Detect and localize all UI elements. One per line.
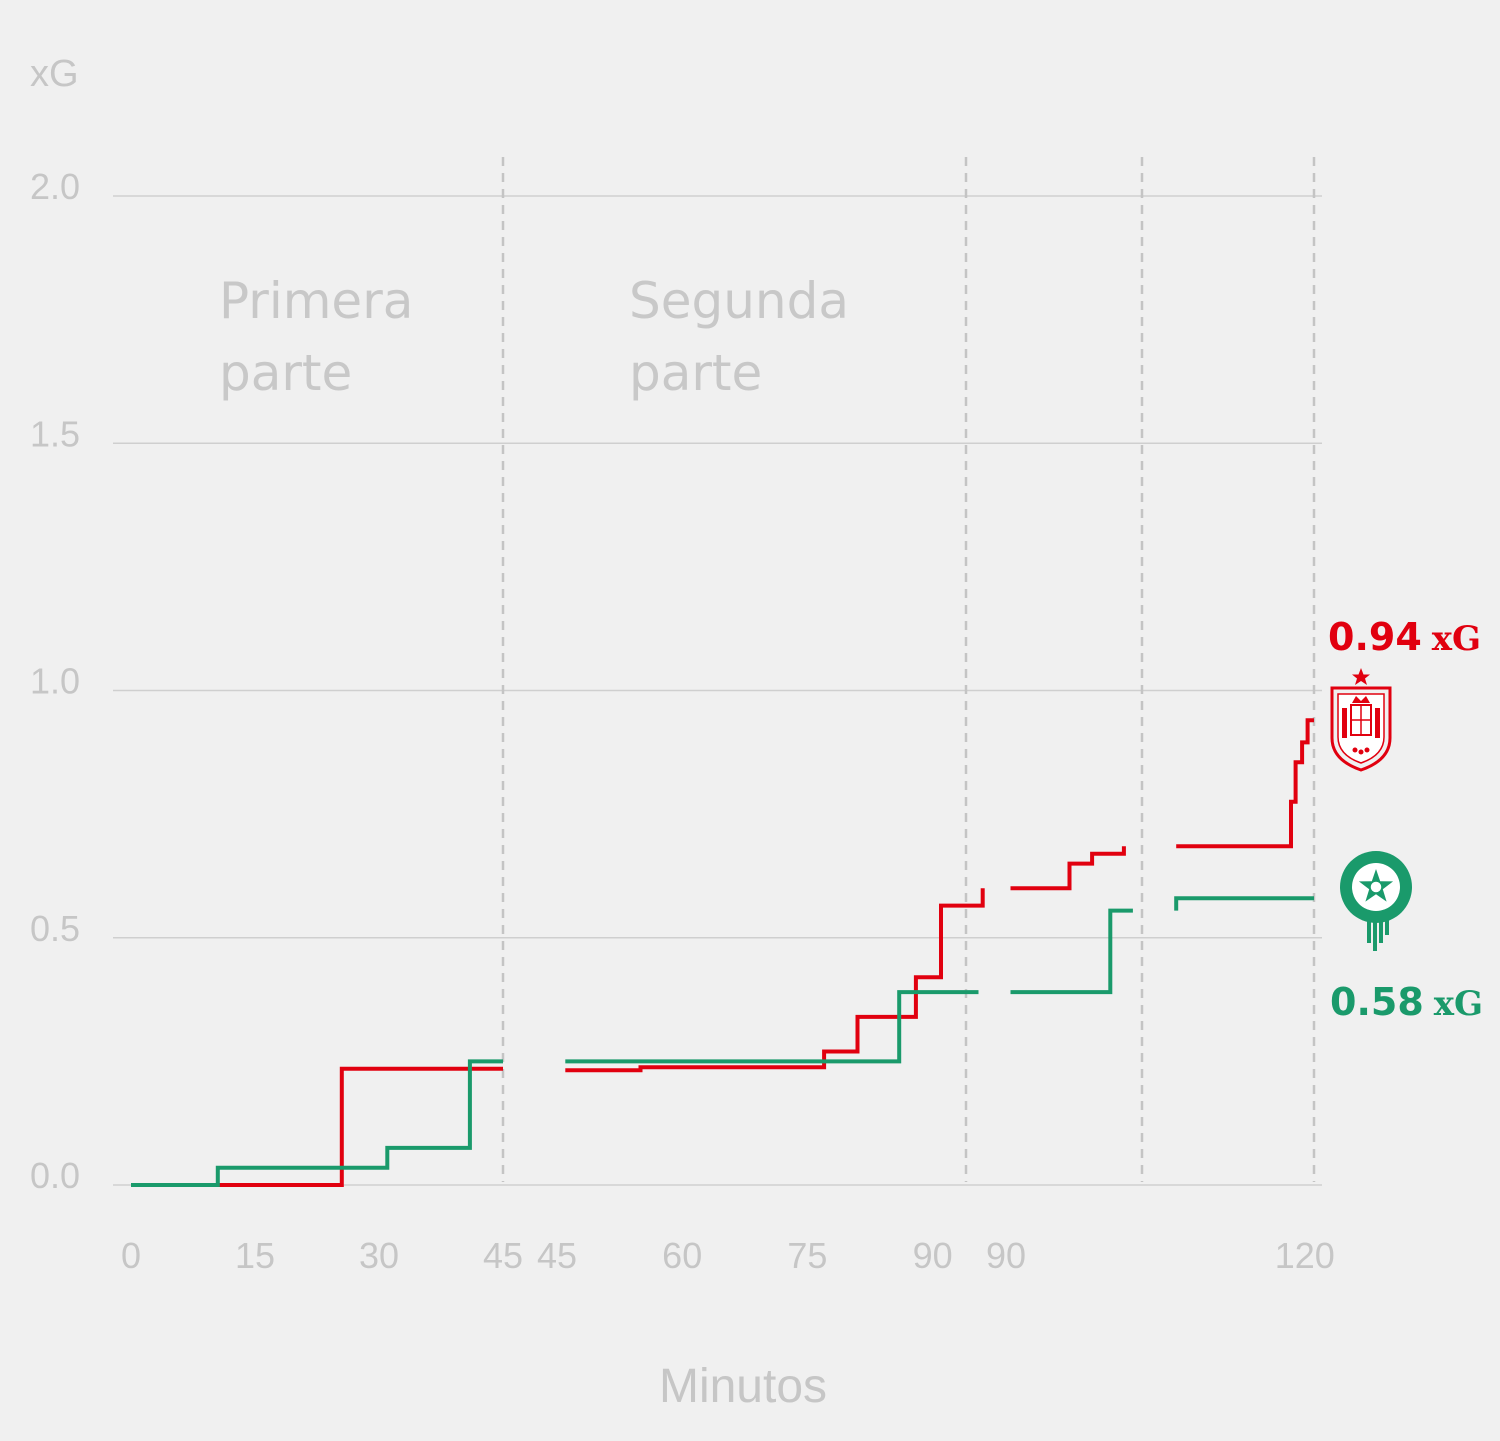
x-tick-label: 30 — [359, 1235, 399, 1276]
crest-shield-outer — [1330, 686, 1392, 772]
crest-pillar-right — [1375, 708, 1380, 738]
period-labels: Primera parte Segunda parte — [219, 272, 849, 402]
x-tick-label: 15 — [235, 1235, 275, 1276]
x-tick-label: 60 — [662, 1235, 702, 1276]
x-tick-label: 120 — [1275, 1235, 1335, 1276]
crest-stripe-1 — [1367, 917, 1371, 943]
y-tick-label: 1.0 — [30, 661, 80, 702]
morocco-xg-line — [565, 990, 979, 1064]
y-tick-label: 1.5 — [30, 413, 80, 454]
period-label-line: Segunda — [629, 272, 849, 330]
crest-dot-right — [1364, 747, 1370, 753]
morocco-final-xg-unit: xG — [1434, 984, 1483, 1024]
x-tick-label: 45 — [537, 1235, 577, 1276]
period-label-line: Primera — [219, 272, 413, 330]
x-tick-label: 90 — [913, 1235, 953, 1276]
crest-stripe-3 — [1379, 917, 1383, 943]
x-axis-label: Minutos — [659, 1360, 827, 1413]
crest-dot-left — [1352, 747, 1358, 753]
morocco-xg-line — [1010, 908, 1133, 995]
y-axis-label: xG — [30, 53, 79, 95]
spain-crest-icon — [1330, 668, 1392, 772]
morocco-crest-icon — [1340, 851, 1412, 951]
spain-xg-line — [1010, 846, 1126, 891]
period-label-line: parte — [629, 344, 762, 402]
crest-stripe-4 — [1385, 917, 1389, 935]
x-tick-labels: 0 15 30 45 45 60 75 90 90 120 — [121, 1235, 1335, 1276]
crest-star — [1352, 668, 1370, 685]
crest-pillar-left — [1342, 708, 1347, 738]
spain-xg-line — [1176, 718, 1314, 849]
morocco-final-xg-value: 0.58 — [1330, 980, 1424, 1024]
morocco-final-xg-label: 0.58 xG — [1330, 980, 1483, 1024]
final-values: 0.94 xG0.58 xG — [1328, 615, 1483, 1024]
period-dividers — [501, 157, 1316, 1182]
axis-labels: xG Minutos — [30, 53, 827, 1413]
period-label-line: parte — [219, 344, 352, 402]
x-tick-label: 45 — [483, 1235, 523, 1276]
spain-xg-line — [217, 1066, 503, 1187]
crest-stripe-2 — [1373, 917, 1377, 951]
spain-final-xg-label: 0.94 xG — [1328, 615, 1481, 659]
period-label: Segunda parte — [629, 272, 849, 402]
series-lines — [131, 718, 1314, 1187]
y-tick-label: 2.0 — [30, 166, 80, 207]
crest-ball — [1369, 880, 1383, 894]
x-tick-label: 90 — [986, 1235, 1026, 1276]
y-tick-label: 0.0 — [30, 1155, 80, 1196]
x-tick-label: 75 — [787, 1235, 827, 1276]
crest-crown — [1352, 696, 1370, 703]
grid-lines — [113, 195, 1322, 1186]
x-tick-label: 0 — [121, 1235, 141, 1276]
morocco-xg-line — [131, 1059, 503, 1187]
spain-final-xg-unit: xG — [1432, 619, 1481, 659]
y-tick-labels: 0.0 0.5 1.0 1.5 2.0 — [30, 166, 80, 1196]
period-label: Primera parte — [219, 272, 413, 402]
y-tick-label: 0.5 — [30, 908, 80, 949]
spain-xg-line — [565, 888, 985, 1073]
crest-dot-mid — [1358, 749, 1364, 755]
morocco-xg-line — [1174, 896, 1314, 911]
spain-final-xg-value: 0.94 — [1328, 615, 1422, 659]
